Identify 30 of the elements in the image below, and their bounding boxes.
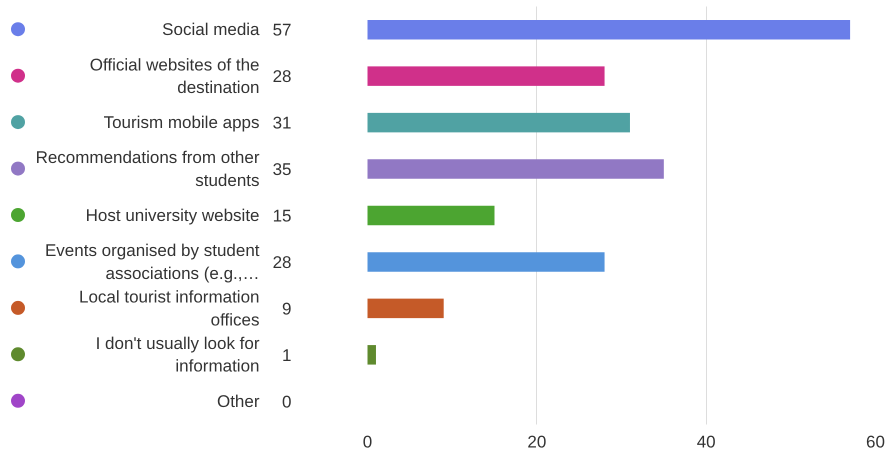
y-tick-label: I don't usually look for information [96, 334, 260, 376]
bar [368, 252, 605, 272]
data-label: 0 [282, 392, 292, 412]
y-tick-label: Tourism mobile apps [104, 113, 260, 132]
data-label: 9 [282, 299, 292, 318]
y-tick-label: Events organised by student associations (e.g.,… [44, 241, 260, 283]
bar [368, 206, 494, 226]
x-tick-label: 40 [696, 432, 716, 452]
data-label: 35 [272, 160, 292, 180]
data-label: 1 [282, 346, 292, 365]
data-label: 28 [272, 67, 292, 86]
bar [368, 345, 376, 365]
x-tick-label: 60 [866, 432, 885, 452]
x-tick-label: 20 [527, 432, 546, 452]
x-tick-label: 0 [362, 432, 372, 452]
bar [368, 159, 664, 179]
y-tick-label: Local tourist information offices [79, 287, 260, 330]
y-tick-label: Other [216, 392, 260, 411]
y-tick-label: Social media [162, 20, 260, 40]
y-tick-label: Recommendations from other students [36, 148, 260, 190]
y-tick-label: Official websites of the destination [90, 55, 260, 98]
data-label: 28 [272, 252, 292, 272]
bar [368, 20, 850, 40]
data-label: 57 [272, 20, 292, 40]
bar [368, 298, 444, 318]
data-label: 31 [272, 114, 292, 133]
y-tick-label: Host university website [86, 206, 260, 225]
bar [368, 66, 605, 86]
bar [368, 112, 630, 132]
data-label: 15 [272, 206, 292, 226]
